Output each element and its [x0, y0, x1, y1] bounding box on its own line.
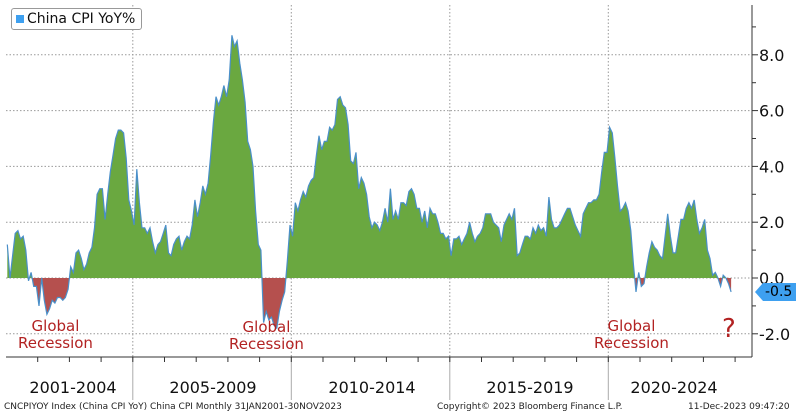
legend-swatch: [16, 15, 24, 23]
legend-label: China CPI YoY%: [27, 11, 136, 27]
period-label: 2001-2004: [29, 378, 117, 397]
y-tick-label: 4.0: [759, 157, 784, 176]
annotation-line: Global: [607, 317, 656, 335]
annotation-global-recession-2001: Global Recession: [18, 318, 93, 352]
y-tick-label: -2.0: [759, 325, 790, 344]
period-label: 2005-2009: [169, 378, 257, 397]
y-tick-label: 2.0: [759, 213, 784, 232]
annotation-line: Recession: [18, 334, 93, 352]
period-label: 2015-2019: [486, 378, 574, 397]
footer-timestamp: 11-Dec-2023 09:47:20: [688, 402, 790, 412]
annotation-line: Recession: [229, 335, 304, 353]
period-label: 2020-2024: [630, 378, 718, 397]
annotation-line: Global: [31, 317, 80, 335]
annotation-line: Global: [242, 318, 291, 336]
footer-copyright: Copyright© 2023 Bloomberg Finance L.P.: [437, 402, 623, 412]
footer-source: CNCPIYOY Index (China CPI YoY) China CPI…: [4, 402, 342, 412]
annotation-question-mark: ?: [722, 314, 736, 344]
annotation-global-recession-2009: Global Recession: [229, 319, 304, 353]
series-line: [6, 35, 732, 330]
y-tick-label: 8.0: [759, 46, 784, 65]
last-value-tag: -0.5: [755, 283, 797, 301]
y-tick-label: 6.0: [759, 102, 784, 121]
area-positive: [7, 35, 732, 278]
legend: China CPI YoY%: [11, 8, 143, 30]
annotation-line: Recession: [594, 334, 669, 352]
annotation-global-recession-2020: Global Recession: [594, 318, 669, 352]
period-label: 2010-2014: [328, 378, 416, 397]
